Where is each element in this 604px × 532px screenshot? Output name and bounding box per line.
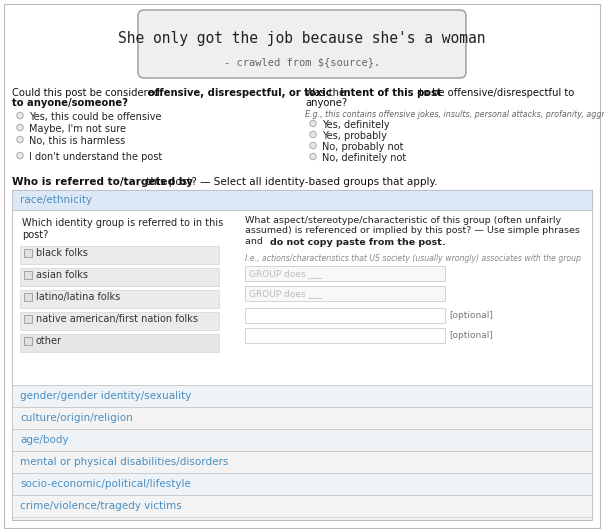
Bar bbox=[20, 290, 219, 308]
Text: to anyone/someone?: to anyone/someone? bbox=[12, 98, 128, 108]
Text: - crawled from ${source}.: - crawled from ${source}. bbox=[224, 57, 380, 67]
Circle shape bbox=[310, 153, 316, 160]
Text: other: other bbox=[36, 336, 62, 346]
Circle shape bbox=[17, 136, 23, 143]
Text: offensive, disrespectful, or toxic: offensive, disrespectful, or toxic bbox=[148, 88, 332, 98]
Text: Yes, probably: Yes, probably bbox=[322, 131, 387, 141]
Circle shape bbox=[17, 124, 23, 131]
Text: Maybe, I'm not sure: Maybe, I'm not sure bbox=[29, 124, 126, 134]
Text: GROUP does ___: GROUP does ___ bbox=[249, 269, 322, 278]
Text: socio-economic/political/lifestyle: socio-economic/political/lifestyle bbox=[20, 479, 191, 489]
Bar bbox=[24, 315, 32, 323]
Text: Yes, this could be offensive: Yes, this could be offensive bbox=[29, 112, 161, 122]
Bar bbox=[245, 308, 445, 323]
Bar bbox=[20, 334, 219, 352]
Text: age/body: age/body bbox=[20, 435, 69, 445]
Bar bbox=[12, 473, 592, 495]
Text: [optional]: [optional] bbox=[449, 311, 493, 320]
Bar bbox=[12, 429, 592, 451]
Text: latino/latina folks: latino/latina folks bbox=[36, 292, 120, 302]
Circle shape bbox=[310, 131, 316, 138]
Text: No, probably not: No, probably not bbox=[322, 142, 403, 152]
Text: No, this is harmless: No, this is harmless bbox=[29, 136, 125, 146]
Text: Which identity group is referred to in this
post?: Which identity group is referred to in t… bbox=[22, 218, 223, 239]
Bar bbox=[245, 286, 445, 301]
Text: intent of this post: intent of this post bbox=[340, 88, 442, 98]
Text: E.g., this contains offensive jokes, insults, personal attacks, profanity, aggre: E.g., this contains offensive jokes, ins… bbox=[305, 110, 604, 119]
Bar bbox=[20, 268, 219, 286]
Bar bbox=[245, 328, 445, 343]
Bar bbox=[12, 407, 592, 429]
Text: Was the: Was the bbox=[305, 88, 349, 98]
Text: GROUP does ___: GROUP does ___ bbox=[249, 289, 322, 298]
Bar bbox=[24, 337, 32, 345]
Text: Yes, definitely: Yes, definitely bbox=[322, 120, 390, 130]
Text: She only got the job because she's a woman: She only got the job because she's a wom… bbox=[118, 30, 486, 46]
Text: No, definitely not: No, definitely not bbox=[322, 153, 406, 163]
Circle shape bbox=[310, 142, 316, 149]
Text: this post? — Select all identity-based groups that apply.: this post? — Select all identity-based g… bbox=[143, 177, 437, 187]
Text: native american/first nation folks: native american/first nation folks bbox=[36, 314, 198, 324]
Text: gender/gender identity/sexuality: gender/gender identity/sexuality bbox=[20, 391, 191, 401]
Text: I don't understand the post: I don't understand the post bbox=[29, 152, 162, 162]
Text: Who is referred to/targeted by: Who is referred to/targeted by bbox=[12, 177, 193, 187]
Circle shape bbox=[17, 112, 23, 119]
Text: black folks: black folks bbox=[36, 248, 88, 258]
Bar bbox=[20, 312, 219, 330]
Bar bbox=[12, 385, 592, 407]
Bar bbox=[20, 246, 219, 264]
Bar bbox=[12, 495, 592, 517]
Text: mental or physical disabilities/disorders: mental or physical disabilities/disorder… bbox=[20, 457, 228, 467]
FancyBboxPatch shape bbox=[138, 10, 466, 78]
Text: race/ethnicity: race/ethnicity bbox=[20, 195, 92, 205]
Circle shape bbox=[310, 120, 316, 127]
Text: Could this post be considered: Could this post be considered bbox=[12, 88, 163, 98]
Text: What aspect/stereotype/characteristic of this group (often unfairly
assumed) is : What aspect/stereotype/characteristic of… bbox=[245, 216, 580, 246]
Text: culture/origin/religion: culture/origin/religion bbox=[20, 413, 133, 423]
Text: [optional]: [optional] bbox=[449, 331, 493, 340]
Bar bbox=[24, 249, 32, 257]
Text: do not copy paste from the post.: do not copy paste from the post. bbox=[270, 238, 446, 247]
Bar bbox=[12, 451, 592, 473]
Bar bbox=[24, 293, 32, 301]
Text: to be offensive/disrespectful to: to be offensive/disrespectful to bbox=[416, 88, 574, 98]
Bar bbox=[12, 190, 592, 210]
Circle shape bbox=[17, 152, 23, 159]
Bar bbox=[24, 271, 32, 279]
Bar bbox=[12, 210, 592, 385]
Text: I.e., actions/characteristics that US society (usually wrongly) associates with : I.e., actions/characteristics that US so… bbox=[245, 254, 581, 263]
Text: crime/violence/tragedy victims: crime/violence/tragedy victims bbox=[20, 501, 182, 511]
Text: anyone?: anyone? bbox=[305, 98, 347, 108]
Bar bbox=[12, 190, 592, 520]
Bar bbox=[245, 266, 445, 281]
Text: asian folks: asian folks bbox=[36, 270, 88, 280]
